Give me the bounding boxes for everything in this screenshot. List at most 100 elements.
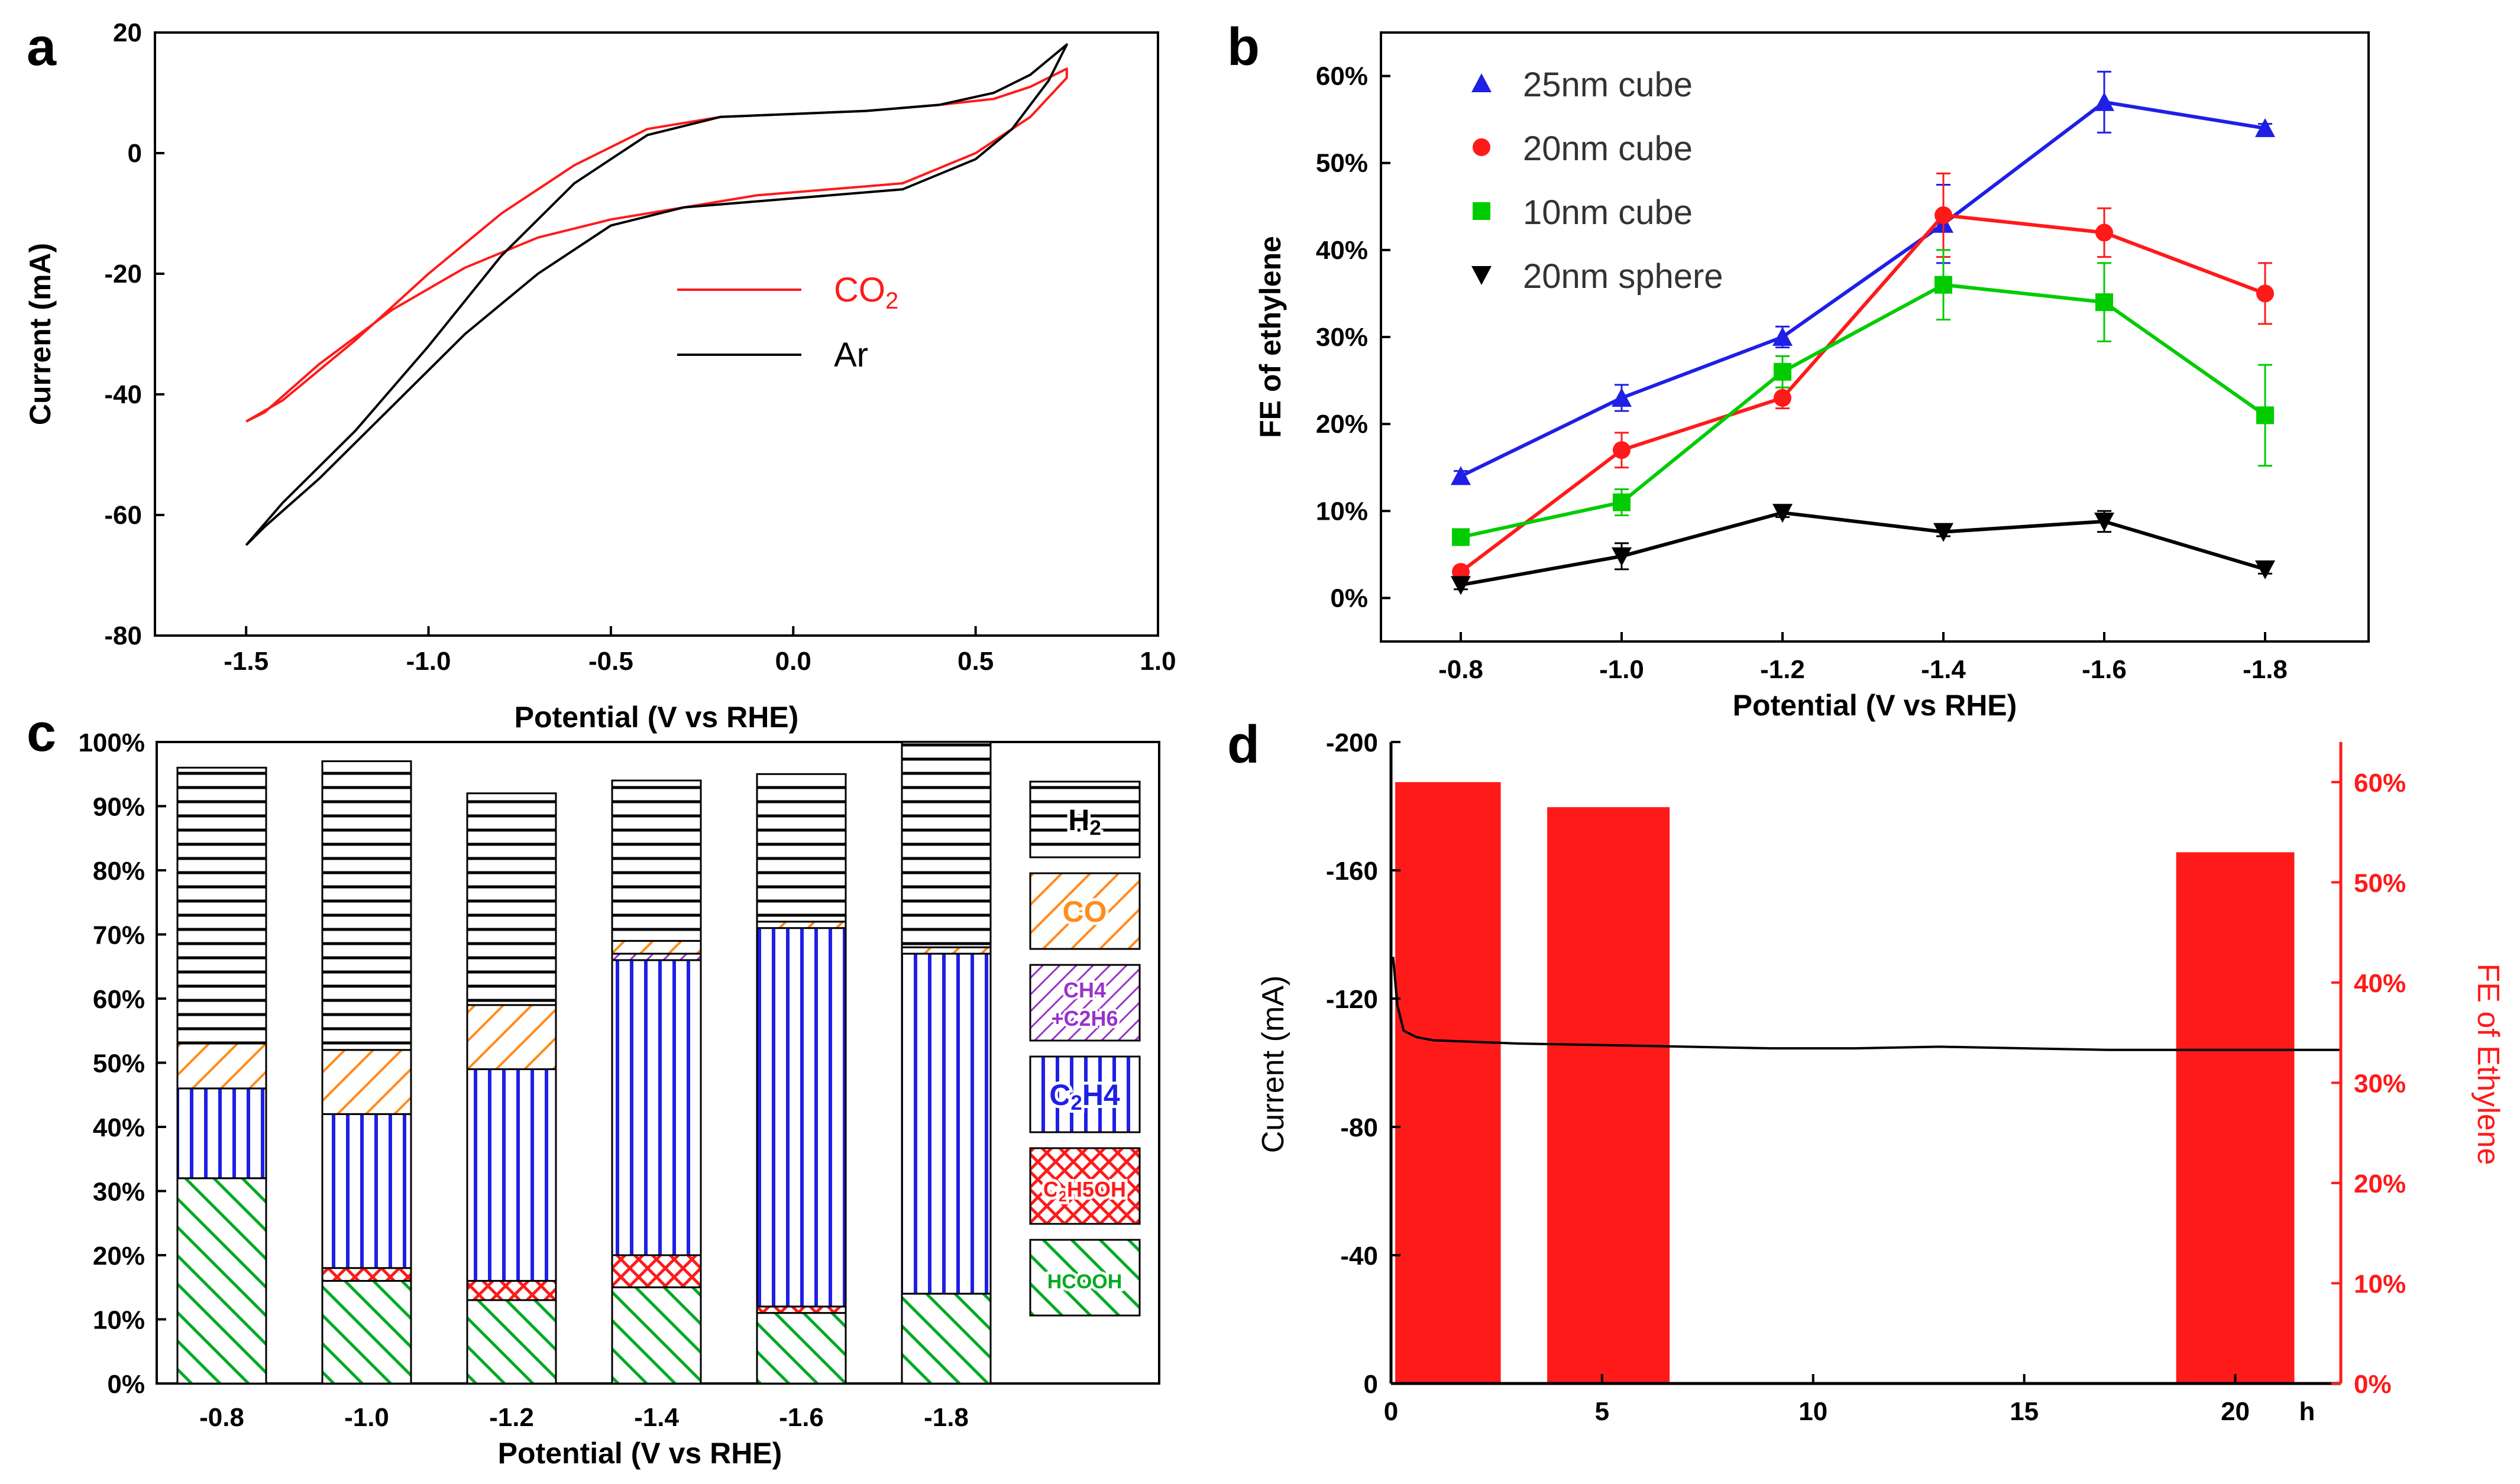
y-right-tick-label: 40% — [2354, 969, 2406, 998]
cv-curve-ar — [245, 43, 1068, 546]
series-line-25nm-cube — [1460, 100, 2266, 478]
y-tick-label: 100% — [78, 728, 145, 757]
y-tick-label: 30% — [93, 1178, 145, 1207]
x-tick-label: 1.0 — [1140, 647, 1176, 676]
y-tick-label: -60 — [104, 501, 142, 530]
legend-label-co2: CO2 — [834, 271, 898, 314]
data-point-25nm-cube — [2255, 118, 2275, 137]
data-point-20nm-cube — [2256, 284, 2274, 303]
data-point-20nm-cube — [1613, 441, 1631, 459]
data-point-20nm-cube — [2095, 223, 2113, 242]
panel-label-a: a — [27, 18, 57, 77]
panel-label-b: b — [1227, 18, 1260, 77]
bar-segment-c2h4 — [756, 927, 847, 1308]
legend-marker-20nm-sphere — [1471, 266, 1492, 285]
bar-segment-c2h4 — [176, 1087, 267, 1180]
y-right-axis-label: FE of Ethylene — [2471, 963, 2505, 1165]
y-right-tick-label: 60% — [2354, 769, 2406, 798]
y-tick-label: 0% — [1330, 584, 1368, 613]
legend-swatch-h2 — [1029, 780, 1141, 858]
data-point-20nm-sphere — [2094, 512, 2114, 532]
x-axis-unit-label: h — [2299, 1397, 2315, 1426]
data-point-10nm-cube — [2095, 293, 2113, 312]
legend-swatch-c2h4 — [1029, 1055, 1141, 1133]
bar-segment-co — [176, 1042, 267, 1090]
y-tick-label: 50% — [93, 1049, 145, 1078]
data-point-20nm-sphere — [2255, 560, 2275, 579]
y-tick-label: -120 — [1326, 985, 1378, 1014]
fe-bar — [1395, 782, 1501, 1383]
data-point-20nm-cube — [1774, 389, 1791, 407]
y-axis-label: Current (mA) — [1256, 976, 1290, 1153]
x-tick-label: 0.0 — [775, 647, 811, 676]
data-point-20nm-sphere — [1772, 504, 1793, 523]
bar-segment-co — [756, 921, 847, 929]
panel-d-stability-chart: 0 -40 -80 -120 -160 -200 0% 10% 20% 30% 40% 50% 60% 0… — [1256, 728, 2505, 1426]
y-tick-label: -80 — [104, 621, 142, 650]
data-point-10nm-cube — [1452, 528, 1470, 546]
legend-swatch-hcooh — [1029, 1239, 1141, 1317]
x-tick-label: -1.8 — [924, 1403, 969, 1432]
y-tick-label: 60% — [93, 985, 145, 1014]
y-tick-label: 0% — [107, 1370, 145, 1399]
y-axis-label: Current (mA) — [24, 243, 57, 425]
data-point-10nm-cube — [1935, 276, 1952, 294]
y-tick-label: -200 — [1326, 728, 1378, 757]
y-tick-label: 80% — [93, 857, 145, 886]
y-tick-label: -40 — [104, 380, 142, 409]
x-tick-label: -0.8 — [199, 1403, 244, 1432]
x-tick-label: 0.5 — [957, 647, 994, 676]
plot-frame — [1380, 31, 2370, 643]
bar-segment-hcooh — [321, 1279, 412, 1385]
x-tick-label: 10 — [1798, 1397, 1827, 1426]
x-tick-label: -1.0 — [406, 647, 451, 676]
x-tick-label: -1.6 — [2082, 655, 2127, 684]
legend-label-ar: Ar — [834, 336, 868, 374]
x-axis-label: Potential (V vs RHE) — [498, 1437, 782, 1470]
bar-segment-hcooh — [901, 1292, 992, 1385]
data-point-20nm-sphere — [1933, 523, 1953, 542]
y-tick-label: 10% — [93, 1306, 145, 1335]
legend-label-c2h4: C2H4 — [1049, 1078, 1120, 1114]
x-axis-label: Potential (V vs RHE) — [1733, 689, 2017, 722]
legend-label-20nm-cube: 20nm cube — [1523, 129, 1693, 168]
x-tick-label: -1.4 — [634, 1403, 679, 1432]
plot-frame — [154, 31, 1159, 637]
bar-segment-c2h5oh — [611, 1254, 702, 1288]
y-tick-label: 0 — [128, 139, 142, 168]
legend-label-h2: H2 — [1068, 803, 1101, 840]
x-tick-label: 20 — [2221, 1397, 2250, 1426]
bar-segment-c2h5oh — [756, 1305, 847, 1314]
y-tick-label: 50% — [1316, 149, 1368, 178]
y-right-tick-label: 30% — [2354, 1069, 2406, 1098]
bar-segment-c2h4 — [611, 959, 702, 1256]
y-tick-label: 70% — [93, 921, 145, 950]
panel-label-d: d — [1227, 715, 1260, 775]
series-line-20nm-cube — [1460, 213, 2266, 573]
fe-bar — [2176, 852, 2295, 1383]
y-right-tick-label: 10% — [2354, 1269, 2406, 1298]
bar-segment-hcooh — [611, 1286, 702, 1385]
data-point-10nm-cube — [1774, 362, 1791, 381]
panel-a-cyclic-voltammogram: -1.5 -1.0 -0.5 0.0 0.5 1.0 -80 -60 -40 -20 0 20 Pote… — [24, 18, 1176, 734]
data-point-20nm-sphere — [1451, 576, 1471, 595]
x-tick-label: -1.4 — [1921, 655, 1966, 684]
x-tick-label: -0.8 — [1438, 655, 1483, 684]
bar-segment-h2 — [756, 773, 847, 923]
y-tick-label: 20 — [113, 18, 142, 47]
bar-segment-co — [466, 1004, 557, 1070]
y-tick-label: 30% — [1316, 323, 1368, 352]
current-trace — [1392, 957, 2341, 1051]
y-tick-label: 90% — [93, 793, 145, 822]
bar-segment-h2 — [901, 741, 992, 948]
x-tick-label: -1.5 — [224, 647, 269, 676]
legend-label-ch4-c2h6-line2: +C2H6 — [1051, 1006, 1118, 1031]
y-tick-label: 60% — [1316, 62, 1368, 91]
y-tick-label: -20 — [104, 260, 142, 289]
y-tick-label: 40% — [93, 1113, 145, 1142]
bar-segment-co — [901, 946, 992, 955]
data-point-10nm-cube — [1613, 493, 1631, 511]
x-tick-label: 5 — [1595, 1397, 1609, 1426]
legend-label-10nm-cube: 10nm cube — [1523, 193, 1693, 232]
